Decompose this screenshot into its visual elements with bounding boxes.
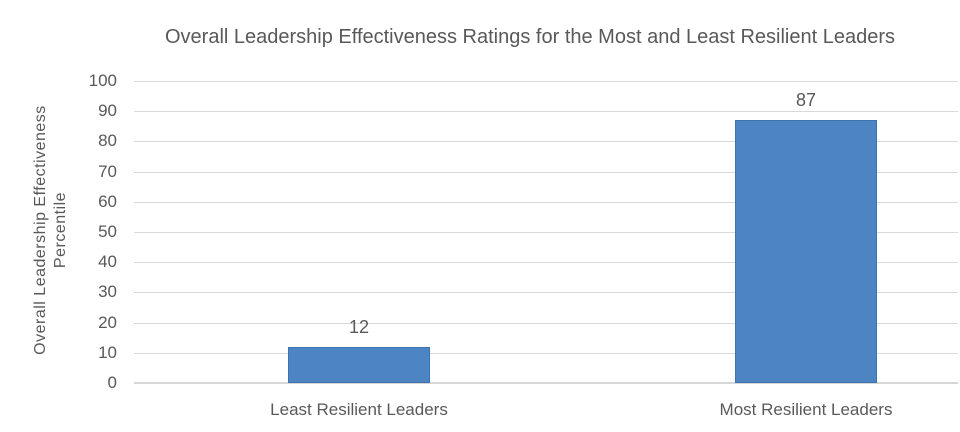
chart-title: Overall Leadership Effectiveness Ratings…	[164, 26, 896, 48]
gridline-10	[134, 353, 958, 354]
gridline-40	[134, 262, 958, 263]
x-category-label-least-resilient-leaders: Least Resilient Leaders	[270, 400, 448, 419]
y-tick-label-20: 20	[98, 313, 117, 332]
y-tick-label-90: 90	[98, 101, 117, 120]
x-axis-line	[134, 382, 958, 384]
y-tick-label-10: 10	[98, 343, 117, 362]
gridline-80	[134, 141, 958, 142]
gridline-70	[134, 172, 958, 173]
y-tick-label-50: 50	[98, 222, 117, 241]
y-tick-label-40: 40	[98, 252, 117, 271]
bar-most-resilient-leaders	[735, 120, 877, 383]
bar-least-resilient-leaders	[288, 347, 430, 383]
gridline-20	[134, 323, 958, 324]
gridline-90	[134, 111, 958, 112]
x-category-label-most-resilient-leaders: Most Resilient Leaders	[719, 400, 893, 419]
y-tick-label-100: 100	[88, 71, 117, 90]
y-tick-label-0: 0	[107, 373, 117, 392]
gridline-50	[134, 232, 958, 233]
y-tick-label-80: 80	[98, 131, 117, 150]
y-tick-label-60: 60	[98, 192, 117, 211]
bar-value-label-least-resilient-leaders: 12	[348, 317, 370, 337]
gridline-100	[134, 81, 958, 82]
gridline-30	[134, 292, 958, 293]
gridline-60	[134, 202, 958, 203]
bar-value-label-most-resilient-leaders: 87	[795, 90, 817, 110]
y-tick-label-30: 30	[98, 282, 117, 301]
y-tick-label-70: 70	[98, 162, 117, 181]
